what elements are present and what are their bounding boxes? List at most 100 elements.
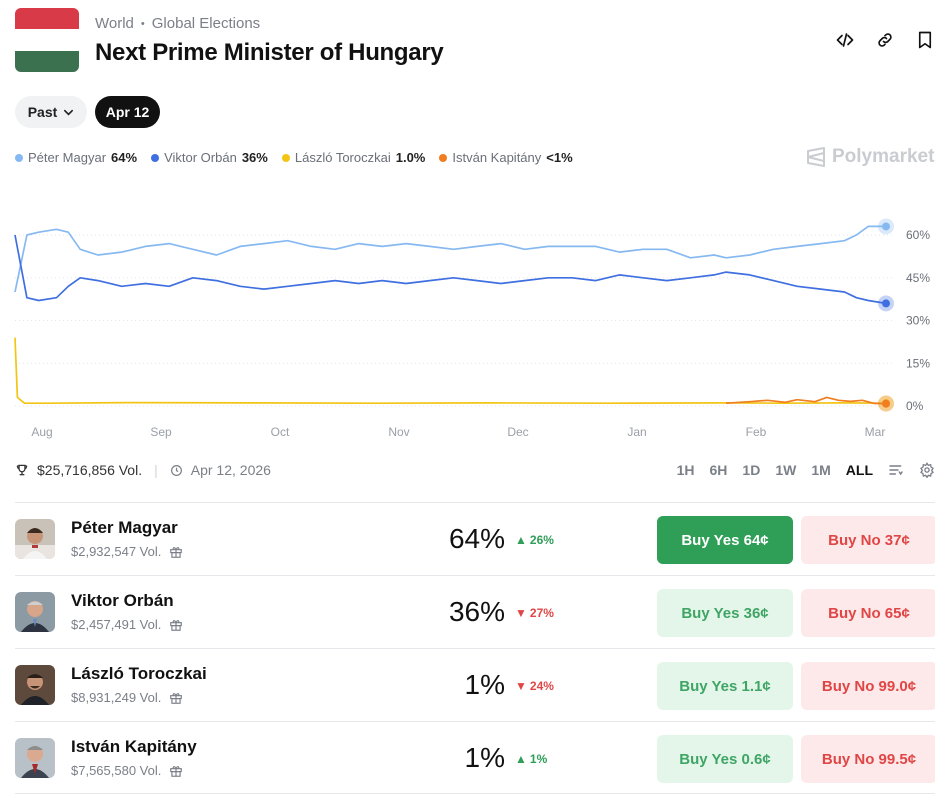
x-tick-label: Dec [507,425,528,439]
polymarket-logo: Polymarket [806,146,934,168]
range-1m[interactable]: 1M [811,462,831,478]
breadcrumb-global-elections[interactable]: Global Elections [151,15,261,32]
y-tick-label: 15% [906,356,930,370]
buy-no-button[interactable]: Buy No 99.5¢ [801,735,935,783]
range-1d[interactable]: 1D [742,462,761,478]
candidate-avatar [15,519,55,559]
chart-legend: Péter Magyar 64% Viktor Orbán 36% László… [15,150,573,165]
candidate-name[interactable]: László Toroczkai [71,664,207,683]
outcome-row[interactable]: Péter Magyar $2,932,547 Vol. 64% ▲ 26% B… [15,502,935,575]
candidate-name[interactable]: Péter Magyar [71,518,178,537]
candidate-volume-text: $7,565,580 Vol. [71,763,162,778]
candidate-avatar [15,665,55,705]
y-tick-label: 45% [906,271,930,285]
legend-item: Péter Magyar 64% [15,150,137,165]
probability-change: ▼ 24% [515,679,554,693]
outcome-row[interactable]: István Kapitány $7,565,580 Vol. 1% ▲ 1% … [15,721,935,794]
candidate-avatar [15,592,55,632]
price-history-chart[interactable]: 60% 45% 30% 15% 0% Aug Sep Oct Nov Dec Jan Feb Mar [0,190,935,445]
y-tick-label: 0% [906,399,924,413]
breadcrumb-separator: • [140,17,145,30]
x-tick-label: Sep [150,425,172,439]
gift-icon[interactable] [169,545,183,559]
buy-no-button[interactable]: Buy No 37¢ [801,516,935,564]
candidate-probability: 64% [448,523,505,554]
breadcrumb: World • Global Elections [95,15,260,32]
clock-icon [170,464,182,476]
candidate-volume: $2,457,491 Vol. [71,617,183,632]
probability-change: ▲ 26% [515,533,554,547]
outcome-row[interactable]: László Toroczkai $8,931,249 Vol. 1% ▼ 24… [15,648,935,721]
legend-pct: 64% [111,150,138,165]
legend-name: Péter Magyar [28,150,107,165]
legend-swatch [151,153,160,162]
triangle-down-icon: ▼ [515,606,527,620]
buy-yes-button[interactable]: Buy Yes 36¢ [657,589,793,637]
settings-gear-icon[interactable] [919,462,935,478]
polymarket-logo-icon [807,147,825,167]
filter-list-icon[interactable] [888,462,904,478]
series-end-point [882,299,890,308]
total-volume: $25,716,856 Vol. [37,462,143,478]
buy-yes-button[interactable]: Buy Yes 64¢ [657,516,793,564]
triangle-up-icon: ▲ [515,752,527,766]
legend-swatch [439,153,448,162]
legend-name: Viktor Orbán [164,150,237,165]
range-1h[interactable]: 1H [676,462,695,478]
candidate-volume: $2,932,547 Vol. [71,544,183,559]
candidate-volume: $7,565,580 Vol. [71,763,183,778]
range-6h[interactable]: 6H [709,462,728,478]
buy-no-button[interactable]: Buy No 65¢ [801,589,935,637]
candidate-volume-text: $2,457,491 Vol. [71,617,162,632]
breadcrumb-world[interactable]: World [95,15,134,32]
x-tick-label: Mar [865,425,886,439]
series-end-point [882,399,890,408]
hungary-flag-icon [15,8,79,72]
legend-pct: 36% [241,150,268,165]
candidate-probability: 36% [448,596,505,627]
legend-pct: 1.0% [395,150,426,165]
x-tick-label: Aug [31,425,52,439]
legend-pct: <1% [546,150,573,165]
link-icon[interactable] [875,30,895,50]
range-all[interactable]: ALL [845,462,873,478]
legend-name: István Kapitány [452,150,542,165]
series-end-point [882,222,890,231]
series-line [14,225,886,293]
date-tab[interactable]: Apr 12 [95,96,160,128]
buy-no-button[interactable]: Buy No 99.0¢ [801,662,935,710]
x-tick-label: Nov [388,425,409,439]
legend-item: Viktor Orbán 36% [151,150,268,165]
candidate-name[interactable]: István Kapitány [71,737,197,756]
buy-yes-button[interactable]: Buy Yes 0.6¢ [657,735,793,783]
gift-icon[interactable] [169,691,183,705]
trophy-icon [16,464,28,476]
candidate-avatar [15,738,55,778]
gift-icon[interactable] [169,764,183,778]
legend-item: István Kapitány <1% [439,150,573,165]
x-tick-label: Feb [746,425,767,439]
outcome-row[interactable]: Viktor Orbán $2,457,491 Vol. 36% ▼ 27% B… [15,575,935,648]
candidate-name[interactable]: Viktor Orbán [71,591,174,610]
x-tick-label: Jan [627,425,646,439]
y-tick-label: 60% [906,228,930,242]
time-range-selector: 1H 6H 1D 1W 1M ALL [677,462,935,478]
past-dropdown[interactable]: Past [15,96,87,128]
polymarket-wordmark: Polymarket [832,146,935,167]
legend-name: László Toroczkai [294,150,391,165]
header-actions [835,30,935,50]
buy-yes-button[interactable]: Buy Yes 1.1¢ [657,662,793,710]
market-stats: $25,716,856 Vol. | Apr 12, 2026 [15,462,271,478]
gift-icon[interactable] [169,618,183,632]
candidate-volume-text: $8,931,249 Vol. [71,690,162,705]
candidate-probability: 1% [464,669,505,700]
range-1w[interactable]: 1W [775,462,797,478]
bookmark-icon[interactable] [915,30,935,50]
legend-item: László Toroczkai 1.0% [281,150,426,165]
embed-code-icon[interactable] [835,30,855,50]
series-line [14,234,887,305]
probability-change-value: 27% [529,606,554,620]
legend-swatch [281,153,290,162]
x-tick-label: Oct [271,425,290,439]
page-title: Next Prime Minister of Hungary [95,39,444,66]
